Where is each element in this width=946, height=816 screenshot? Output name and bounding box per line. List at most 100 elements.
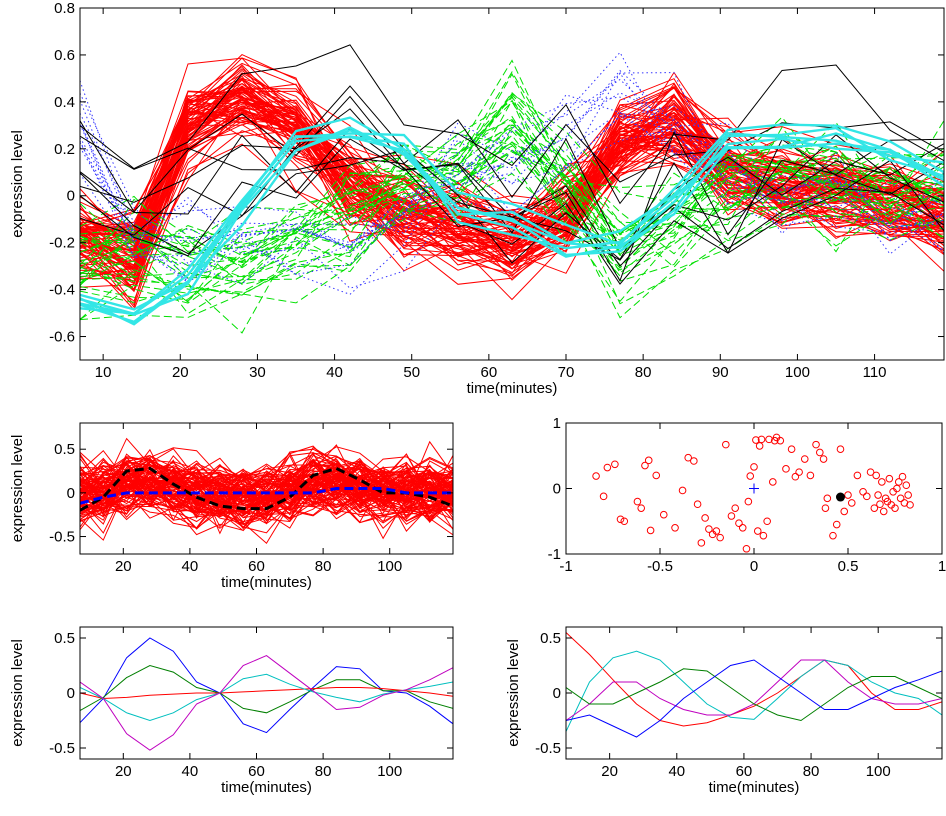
scatter-point-47 [795,468,803,476]
plot-area [566,632,942,738]
series-line-ff0000-32 [80,105,944,271]
series-line-000000-2 [80,44,944,205]
series-line-00e000-23 [80,127,944,320]
series-line-00e000-21 [80,172,944,334]
scatter-point-40 [769,478,777,486]
series-line-ff0000-24 [80,64,944,257]
series-line-3 [80,673,453,722]
scatter-point-62 [859,487,867,496]
y-tick-label: 0.5 [540,630,561,647]
series-line-4 [566,659,942,738]
series-line-ff0000-72 [80,110,944,266]
scatter-point-27 [735,519,743,528]
series-line-3333ff-1 [80,78,944,282]
highlight-point [835,492,845,502]
scatter-point-35 [755,442,764,450]
chart-mid-right: -1 -0.5 0 0.5 1 -1 0 1 [548,415,946,575]
scatter-point-64 [866,468,875,476]
y-tick-label: -0.2 [49,235,75,252]
y-tick-label: 0.2 [54,141,75,158]
scatter-point-39 [765,435,773,444]
series-line-ff0000-50 [80,57,944,231]
series-line-ff0000-16 [80,106,944,293]
scatter-point-33 [752,436,760,444]
scatter-point-46 [791,472,800,481]
scatter-point-63 [863,492,871,501]
scatter-point-54 [823,494,832,503]
scatter-point-30 [744,497,753,506]
scatter-point-49 [806,471,815,480]
scatter-point-58 [840,507,849,516]
scatter-point-6 [633,497,642,506]
series-line-ff0000-103 [80,460,453,489]
x-axis-label: time(minutes) [221,779,312,796]
scatter-point-52 [819,455,828,463]
y-tick-label: 0 [67,685,75,702]
chart-bottom-left: 20 40 60 80 100 -0.5 0 0.5 time(minutes) expressi… [9,626,454,796]
series-line-00e000-13 [80,148,944,302]
origin-plus-marker [749,483,759,494]
y-tick-label: 0 [67,485,75,502]
series-line-00e000-26 [80,99,944,303]
x-axis-label: time(minutes) [709,779,800,796]
y-tick-label: -0.5 [49,740,75,757]
scatter-point-53 [821,504,830,512]
x-axis-label: time(minutes) [467,380,558,397]
y-tick-label: 0.6 [54,47,75,64]
scatter-point-9 [644,456,653,465]
x-tick-label: 80 [315,558,332,575]
y-tick-label: -0.4 [49,282,75,299]
series-line-000000-5 [80,149,944,264]
scatter-point-36 [757,435,766,444]
x-tick-label: 10 [95,364,112,381]
scatter-point-19 [701,514,709,522]
series-line-00e000-9 [80,145,944,320]
x-tick-label: 100 [866,763,891,780]
scatter-point-15 [684,453,693,462]
plot-area [80,437,453,544]
scatter-point-38 [763,517,771,526]
series-line-1 [80,664,453,714]
series-line-33e6e6-5 [80,129,944,316]
series-line-00e000-29 [80,133,944,266]
scatter-point-61 [853,471,862,480]
scatter-point-44 [782,465,790,473]
scatter-point-56 [832,520,841,529]
series-line-ff0000-97 [80,465,453,516]
scatter-point-14 [678,486,687,495]
x-tick-label: 30 [249,364,266,381]
y-axis-label: expression level [9,130,26,238]
x-tick-label: 40 [182,763,199,780]
scatter-point-16 [690,457,698,465]
series-line-000000-6 [80,108,944,250]
scatter-point-11 [652,471,661,480]
series-line-ff0000-81 [80,464,453,518]
x-tick-label: -1 [559,558,572,575]
scatter-point-80 [898,472,907,481]
series-line-1 [566,650,942,732]
x-tick-label: 40 [182,558,199,575]
scatter-point-32 [750,463,758,471]
series-line-00e000-18 [80,115,944,300]
scatter-point-31 [746,472,755,480]
series-line-ff0000-65 [80,478,453,525]
scatter-point-57 [836,445,845,454]
scatter-point-13 [671,524,679,532]
scatter-point-48 [800,455,809,463]
y-tick-label: -0.6 [49,329,75,346]
plot-area [592,433,914,553]
series-line-ff0000-54 [80,88,944,285]
scatter-point-12 [659,510,668,519]
y-tick-label: 1 [553,415,561,432]
x-tick-label: 90 [712,364,729,381]
x-tick-label: -0.5 [647,558,673,575]
series-line-2 [80,687,453,700]
series-line-ff0000-57 [80,105,944,276]
scatter-point-73 [885,474,894,483]
scatter-point-51 [816,448,824,457]
scatter-point-8 [641,461,649,470]
series-line-4 [80,655,453,751]
x-tick-label: 80 [803,763,820,780]
y-tick-label: -0.5 [49,529,75,546]
y-tick-label: 0 [553,481,561,498]
